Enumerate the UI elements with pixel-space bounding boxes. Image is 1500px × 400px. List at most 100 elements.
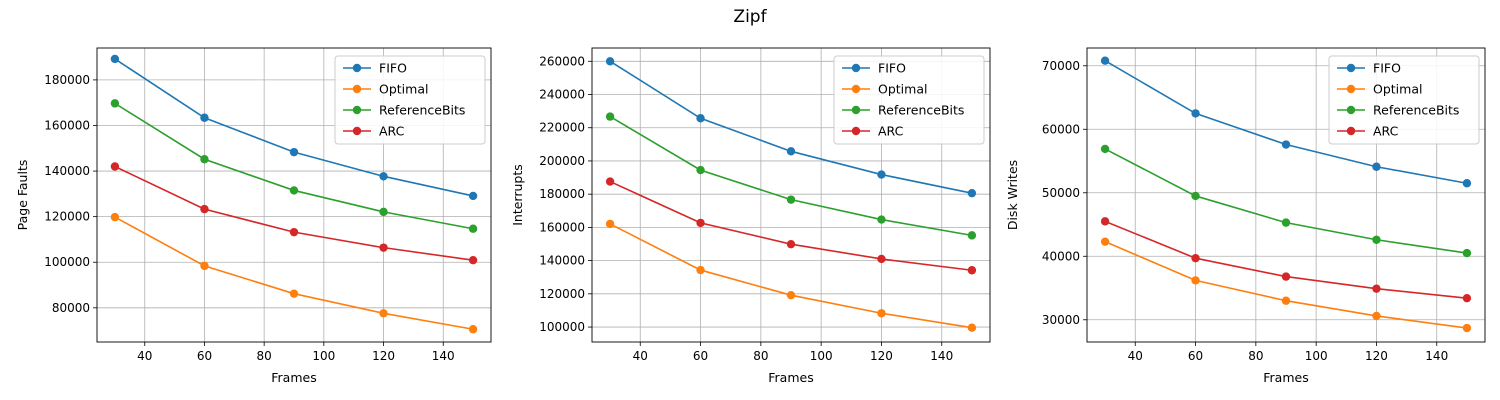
legend-marker-arc <box>1346 126 1356 136</box>
x-tick-label: 120 <box>372 349 395 363</box>
x-tick-label: 40 <box>1128 349 1143 363</box>
y-tick-label: 120000 <box>44 210 90 224</box>
legend: FIFO Optimal ReferenceBits ARC <box>334 55 486 145</box>
x-tick-label: 120 <box>870 349 893 363</box>
data-point-referencebits <box>1191 191 1200 201</box>
data-point-arc <box>967 266 977 275</box>
data-point-fifo <box>379 172 388 181</box>
y-tick-label: 100000 <box>44 255 90 269</box>
data-point-referencebits <box>696 165 705 175</box>
chart-panel-3: 40 60 80 100 120 140 30000 40000 50000 60000 70000… <box>1005 47 1486 385</box>
data-point-optimal <box>289 289 299 298</box>
y-tick-label: 220000 <box>539 121 585 135</box>
legend-marker-optimal <box>1346 84 1356 94</box>
series-line-optimal <box>609 223 973 329</box>
y-tick-label: 160000 <box>44 118 90 132</box>
y-axis-label: Page Faults <box>15 160 30 231</box>
legend-marker-referencebits <box>851 105 861 115</box>
data-point-optimal <box>877 309 886 318</box>
data-point-fifo <box>1191 109 1200 118</box>
x-tick-label: 100 <box>312 349 335 363</box>
data-point-fifo <box>200 113 209 122</box>
legend-label-fifo: FIFO <box>1373 61 1401 76</box>
data-point-optimal <box>967 323 977 332</box>
legend-marker-fifo <box>851 63 861 73</box>
data-point-arc <box>1281 272 1291 281</box>
data-point-arc <box>786 239 796 249</box>
data-point-arc <box>1191 253 1200 263</box>
axes-frame <box>1086 47 1486 343</box>
data-point-referencebits <box>379 207 388 217</box>
data-point-arc <box>696 218 705 228</box>
x-tick-label: 100 <box>1305 349 1328 363</box>
y-tick-label: 180000 <box>539 187 585 201</box>
data-point-fifo <box>696 114 705 123</box>
legend: FIFO Optimal ReferenceBits ARC <box>833 55 985 145</box>
data-point-arc <box>200 204 209 214</box>
y-tick-label: 100000 <box>539 320 585 334</box>
y-tick-label: 160000 <box>539 220 585 234</box>
legend-marker-fifo <box>352 63 362 73</box>
data-point-optimal <box>1372 311 1381 321</box>
data-point-fifo <box>786 147 796 156</box>
data-point-optimal <box>1100 237 1110 246</box>
figure-title: Zipf <box>733 7 767 27</box>
data-point-optimal <box>696 265 705 275</box>
legend-box <box>334 55 486 145</box>
data-point-fifo <box>967 188 977 198</box>
data-point-optimal <box>468 325 478 334</box>
data-point-optimal <box>786 290 796 300</box>
data-point-optimal <box>110 212 120 222</box>
y-tick-label: 50000 <box>1042 186 1080 200</box>
legend: FIFO Optimal ReferenceBits ARC <box>1328 55 1480 145</box>
y-tick-label: 260000 <box>539 54 585 68</box>
legend-label-referencebits: ReferenceBits <box>878 103 964 118</box>
legend-label-referencebits: ReferenceBits <box>1373 103 1459 118</box>
legend-marker-optimal <box>851 84 861 94</box>
legend-box <box>833 55 985 145</box>
x-tick-label: 100 <box>810 349 833 363</box>
data-point-arc <box>289 227 299 237</box>
legend-marker-arc <box>851 126 861 136</box>
x-tick-label: 140 <box>1425 349 1448 363</box>
x-tick-label: 80 <box>1248 349 1263 363</box>
legend-box <box>1328 55 1480 145</box>
x-tick-label: 40 <box>137 349 152 363</box>
x-axis-label: Frames <box>271 370 316 385</box>
data-point-referencebits <box>289 186 299 195</box>
data-point-arc <box>1100 217 1110 226</box>
data-point-arc <box>1462 293 1472 303</box>
legend-marker-arc <box>352 126 362 136</box>
data-point-referencebits <box>110 99 120 108</box>
data-point-fifo <box>1462 179 1472 188</box>
data-point-referencebits <box>605 112 615 121</box>
series-line-optimal <box>1104 240 1468 329</box>
data-point-optimal <box>605 219 615 229</box>
data-point-referencebits <box>1100 144 1110 154</box>
x-tick-label: 80 <box>753 349 768 363</box>
legend-label-fifo: FIFO <box>878 61 906 76</box>
legend-marker-referencebits <box>1346 105 1356 115</box>
legend-label-referencebits: ReferenceBits <box>379 103 465 118</box>
legend-label-optimal: Optimal <box>379 82 428 97</box>
data-point-referencebits <box>1462 248 1472 258</box>
x-axis-label: Frames <box>768 370 813 385</box>
legend-label-arc: ARC <box>379 124 405 139</box>
x-tick-label: 60 <box>197 349 212 363</box>
data-point-referencebits <box>967 231 977 240</box>
y-tick-label: 40000 <box>1042 249 1080 263</box>
y-tick-label: 200000 <box>539 154 585 168</box>
x-tick-label: 60 <box>1188 349 1203 363</box>
legend-label-arc: ARC <box>1373 124 1399 139</box>
data-point-fifo <box>1372 162 1381 171</box>
data-point-fifo <box>110 54 120 64</box>
legend-label-fifo: FIFO <box>379 61 407 76</box>
data-point-referencebits <box>786 195 796 204</box>
chart-panel-1: 40 60 80 100 120 140 80000 100000 120000 140000 16… <box>15 47 492 385</box>
data-point-referencebits <box>877 215 886 224</box>
y-tick-label: 140000 <box>44 164 90 178</box>
x-tick-label: 140 <box>930 349 953 363</box>
y-tick-label: 240000 <box>539 88 585 102</box>
y-axis-label: Interrupts <box>510 164 525 226</box>
